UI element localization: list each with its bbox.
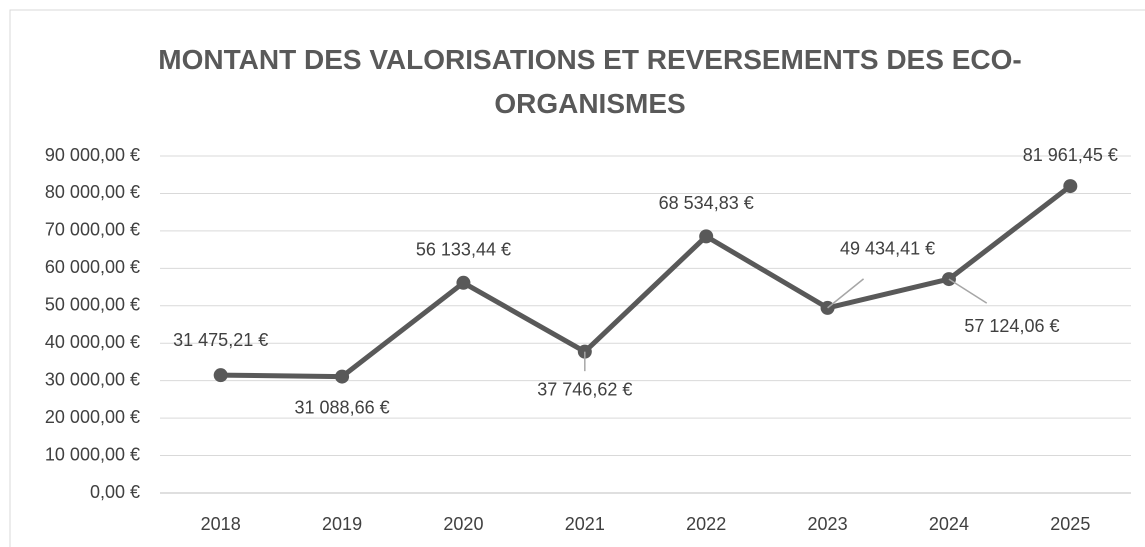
x-tick-label: 2021 (565, 514, 605, 534)
data-label: 81 961,45 € (1023, 145, 1118, 165)
x-tick-label: 2020 (443, 514, 483, 534)
x-tick-label: 2018 (201, 514, 241, 534)
y-tick-label: 90 000,00 € (45, 145, 140, 165)
data-label: 49 434,41 € (840, 239, 935, 259)
x-tick-label: 2019 (322, 514, 362, 534)
line (220, 184, 1072, 380)
y-tick-label: 60 000,00 € (45, 257, 140, 277)
data-label: 57 124,06 € (964, 316, 1059, 336)
x-tick-label: 2025 (1050, 514, 1090, 534)
data-label: 56 133,44 € (416, 240, 511, 260)
y-tick-label: 10 000,00 € (45, 444, 140, 464)
y-tick-label: 0,00 € (90, 482, 140, 502)
data-label: 37 746,62 € (537, 379, 632, 399)
leader-line (948, 278, 988, 304)
marker (213, 368, 228, 383)
chart-border (9, 9, 1145, 547)
y-tick-label: 70 000,00 € (45, 220, 140, 240)
marker (699, 229, 714, 244)
y-tick-label: 50 000,00 € (45, 295, 140, 315)
marker (335, 369, 350, 384)
x-tick-label: 2022 (686, 514, 726, 534)
chart-title: MONTANT DES VALORISATIONS ET REVERSEMENT… (158, 44, 1022, 119)
leader-line (827, 278, 865, 309)
marker (456, 275, 471, 290)
data-label: 31 475,21 € (173, 330, 268, 350)
data-label: 68 534,83 € (659, 193, 754, 213)
data-label: 31 088,66 € (295, 397, 390, 417)
x-tick-label: 2023 (808, 514, 848, 534)
y-tick-label: 80 000,00 € (45, 182, 140, 202)
x-tick-label: 2024 (929, 514, 969, 534)
marker (1063, 179, 1078, 194)
y-tick-label: 40 000,00 € (45, 332, 140, 352)
y-tick-label: 20 000,00 € (45, 407, 140, 427)
y-tick-label: 30 000,00 € (45, 369, 140, 389)
